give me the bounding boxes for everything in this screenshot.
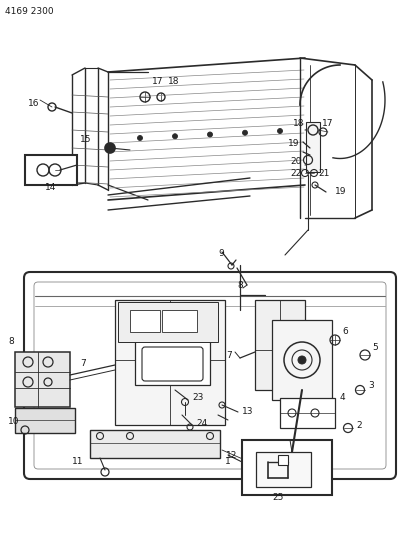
Text: 7: 7	[226, 351, 232, 359]
Text: 13: 13	[242, 408, 253, 416]
Text: 22: 22	[290, 168, 301, 177]
Text: 19: 19	[335, 188, 346, 197]
Text: 25: 25	[272, 494, 284, 503]
Text: 15: 15	[80, 135, 91, 144]
Text: 4: 4	[340, 393, 346, 402]
Text: 4169 2300: 4169 2300	[5, 7, 53, 17]
Text: 17: 17	[322, 119, 333, 128]
Bar	[256, 452, 311, 487]
Bar	[255, 300, 305, 390]
FancyBboxPatch shape	[24, 272, 396, 479]
Bar	[25, 155, 77, 185]
Text: 17: 17	[152, 77, 164, 86]
Text: 8: 8	[237, 280, 243, 289]
Bar	[280, 398, 335, 428]
Bar	[272, 320, 332, 400]
Circle shape	[208, 132, 213, 137]
Bar	[306, 122, 320, 172]
Bar	[135, 340, 210, 385]
Bar	[15, 352, 70, 407]
Text: 19: 19	[288, 139, 299, 148]
Circle shape	[173, 134, 177, 139]
Text: 18: 18	[293, 119, 304, 128]
Bar	[15, 408, 75, 433]
Text: 23: 23	[192, 393, 203, 402]
Text: 8: 8	[8, 337, 14, 346]
Text: 3: 3	[368, 381, 374, 390]
Text: 16: 16	[28, 100, 40, 109]
Text: 11: 11	[72, 457, 84, 466]
Circle shape	[242, 130, 248, 135]
Text: 20: 20	[290, 157, 302, 166]
Bar	[162, 310, 197, 332]
Bar	[118, 302, 218, 342]
Text: 10: 10	[8, 417, 20, 426]
Text: 2: 2	[356, 422, 361, 431]
Text: 24: 24	[196, 418, 207, 427]
Circle shape	[277, 128, 282, 133]
Text: 21: 21	[318, 168, 329, 177]
Text: 18: 18	[168, 77, 180, 86]
Bar	[242, 440, 332, 495]
Bar	[278, 455, 288, 465]
Text: 7: 7	[80, 359, 86, 367]
Text: 9: 9	[218, 248, 224, 257]
FancyBboxPatch shape	[34, 282, 386, 469]
Text: 1: 1	[225, 457, 231, 466]
Circle shape	[137, 135, 142, 141]
Text: 5: 5	[372, 343, 378, 352]
Text: 14: 14	[45, 183, 56, 192]
Text: 12: 12	[226, 451, 237, 461]
FancyBboxPatch shape	[142, 347, 203, 381]
Circle shape	[105, 143, 115, 153]
Circle shape	[298, 356, 306, 364]
Text: 6: 6	[342, 327, 348, 336]
Bar	[115, 300, 225, 425]
Bar	[130, 310, 160, 332]
Bar	[90, 430, 220, 458]
